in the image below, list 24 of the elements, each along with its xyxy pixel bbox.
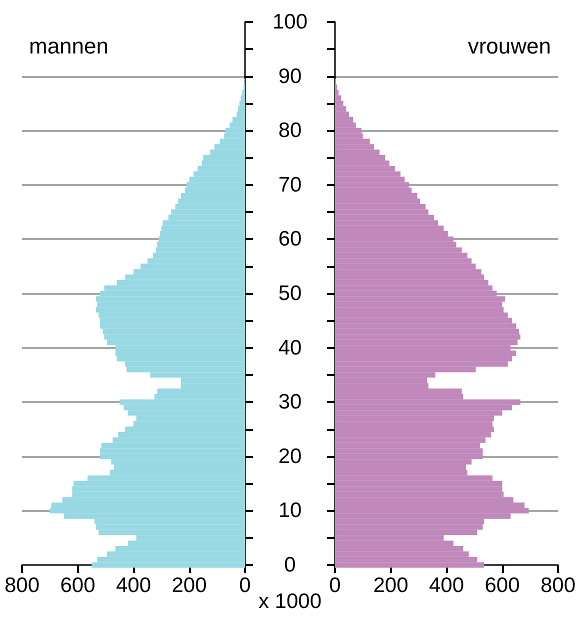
y-tick-label: 0 bbox=[284, 554, 296, 576]
x-tick-label: 600 bbox=[484, 574, 520, 597]
y-tick-label: 50 bbox=[278, 282, 302, 305]
y-tick-label: 70 bbox=[278, 173, 302, 196]
text: x 1000 bbox=[258, 590, 322, 613]
x-tick-label: 200 bbox=[373, 574, 408, 597]
y-tick-label: 10 bbox=[278, 499, 302, 522]
y-tick-label: 80 bbox=[278, 119, 302, 142]
y-tick-label: 90 bbox=[278, 64, 302, 88]
x-tick-label: 800 bbox=[540, 574, 576, 597]
x-tick-label: 800 bbox=[4, 574, 40, 597]
x-tick-label: 600 bbox=[60, 574, 96, 597]
x-tick-label: 400 bbox=[116, 574, 152, 597]
y-tick-label: 40 bbox=[278, 336, 302, 360]
y-tick-label: 30 bbox=[278, 390, 302, 414]
y-tick-label: 100 bbox=[272, 10, 308, 34]
x-tick-label: 400 bbox=[428, 574, 464, 597]
x-tick-label: 200 bbox=[172, 574, 207, 597]
text: mannen bbox=[29, 34, 109, 58]
y-tick-label: 20 bbox=[278, 444, 302, 468]
x-tick-label: 0 bbox=[239, 574, 251, 597]
y-tick-label: 60 bbox=[278, 228, 302, 251]
x-tick-label: 0 bbox=[329, 574, 341, 597]
text: vrouwen bbox=[468, 34, 551, 58]
